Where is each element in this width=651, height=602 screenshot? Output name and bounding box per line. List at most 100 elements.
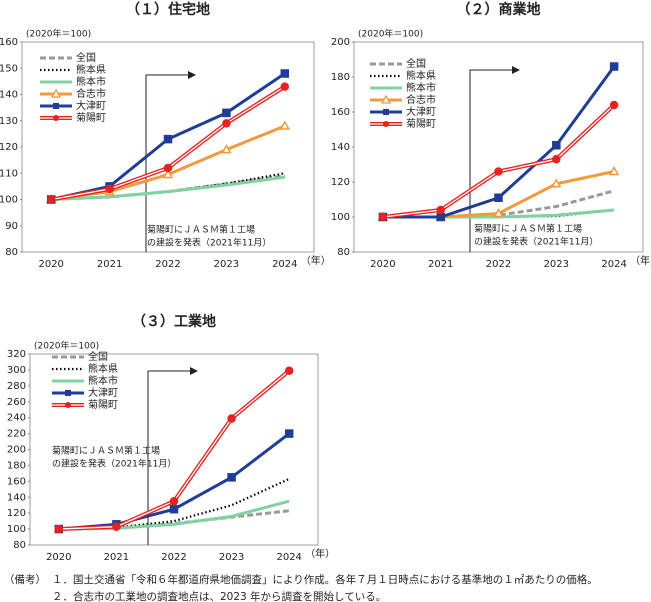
point bbox=[227, 473, 236, 482]
point bbox=[221, 144, 232, 154]
x-tick-label: 2020 bbox=[38, 259, 63, 270]
legend-label: 熊本県 bbox=[76, 63, 106, 76]
legend-marker bbox=[53, 115, 59, 121]
x-tick-label: 2021 bbox=[104, 552, 129, 563]
y-tick-label: 300 bbox=[7, 365, 26, 376]
series-line bbox=[51, 175, 286, 201]
point bbox=[162, 169, 174, 179]
legend-label: 菊陽町 bbox=[76, 112, 106, 124]
legend-marker bbox=[65, 390, 71, 396]
x-tick-label: 2020 bbox=[370, 259, 395, 270]
y-tick-label: 160 bbox=[0, 37, 18, 48]
legend-label: 大津町 bbox=[76, 99, 106, 112]
y-tick-label: 220 bbox=[7, 429, 26, 440]
annotation-arrow-head bbox=[188, 71, 196, 79]
point bbox=[609, 100, 619, 110]
legend-marker bbox=[383, 121, 389, 127]
annotation: 菊陽町にＪＡＳＭ第１工場 bbox=[474, 223, 582, 235]
point bbox=[609, 62, 619, 71]
y-tick-label: 320 bbox=[7, 349, 26, 360]
annotation-arrow-head bbox=[512, 66, 520, 74]
legend-label: 全国 bbox=[406, 57, 426, 70]
x-tick-label: 2023 bbox=[214, 259, 239, 270]
point bbox=[494, 167, 503, 176]
point bbox=[222, 119, 231, 128]
y-tick-label: 160 bbox=[7, 476, 26, 487]
y-tick-label: 200 bbox=[7, 445, 26, 456]
legend-marker bbox=[380, 94, 392, 104]
x-tick-label: 2023 bbox=[219, 552, 244, 563]
point bbox=[280, 82, 290, 91]
point bbox=[169, 504, 179, 514]
x-axis-label: （年） bbox=[305, 547, 335, 560]
legend-marker bbox=[383, 109, 389, 115]
y-tick-label: 100 bbox=[331, 212, 350, 223]
note: ２．合志市の工業地の調査地点は、2023 年から調査を開始している。 bbox=[52, 590, 386, 602]
x-axis-label: （年） bbox=[630, 254, 651, 267]
y-tick-label: 140 bbox=[331, 142, 350, 153]
y-tick-label: 120 bbox=[0, 142, 18, 153]
point bbox=[494, 193, 503, 202]
point bbox=[54, 524, 64, 534]
plot-frame bbox=[353, 41, 644, 253]
legend-label: 菊陽町 bbox=[406, 118, 436, 130]
x-tick-label: 2020 bbox=[46, 552, 71, 563]
legend-label: 菊陽町 bbox=[88, 399, 118, 411]
point bbox=[169, 496, 179, 506]
point bbox=[222, 108, 231, 118]
point bbox=[284, 366, 294, 375]
legend-marker bbox=[50, 88, 62, 98]
y-tick-label: 80 bbox=[13, 540, 26, 551]
x-tick-label: 2024 bbox=[276, 552, 301, 563]
y-tick-label: 240 bbox=[7, 413, 26, 424]
y-tick-label: 200 bbox=[331, 37, 350, 48]
x-tick-label: 2022 bbox=[161, 552, 186, 563]
y-tick-label: 130 bbox=[0, 116, 18, 127]
y-tick-label: 180 bbox=[7, 460, 26, 471]
point bbox=[163, 163, 173, 173]
x-tick-label: 2023 bbox=[544, 259, 569, 270]
y-tick-label: 90 bbox=[5, 221, 18, 232]
y-tick-label: 100 bbox=[7, 524, 26, 535]
point bbox=[163, 134, 173, 144]
annotation: の建設を発表（2021年11月） bbox=[147, 237, 271, 249]
x-axis-label: （年） bbox=[301, 254, 331, 267]
plot-frame bbox=[21, 41, 315, 253]
x-tick-label: 2021 bbox=[97, 259, 122, 270]
legend-label: 全国 bbox=[76, 51, 96, 64]
point bbox=[493, 207, 504, 218]
y-tick-label: 80 bbox=[337, 247, 350, 258]
point bbox=[112, 522, 121, 531]
annotation: 菊陽町にＪＡＳＭ第１工場 bbox=[52, 445, 160, 457]
y-axis-label: (2020年＝100) bbox=[26, 28, 91, 40]
y-tick-label: 260 bbox=[7, 397, 26, 408]
point bbox=[105, 184, 114, 194]
x-tick-label: 2021 bbox=[428, 259, 453, 270]
annotation: 菊陽町にＪＡＳＭ第１工場 bbox=[147, 224, 255, 236]
y-tick-label: 100 bbox=[0, 195, 18, 206]
y-tick-label: 280 bbox=[7, 381, 26, 392]
point bbox=[436, 212, 445, 222]
y-tick-label: 80 bbox=[5, 247, 18, 258]
legend-label: 合志市 bbox=[76, 87, 106, 100]
point bbox=[551, 178, 562, 188]
chart-title: （３）工業地 bbox=[132, 313, 216, 330]
chart-title: （１）住宅地 bbox=[126, 1, 210, 18]
point bbox=[227, 414, 236, 423]
point bbox=[436, 205, 445, 215]
y-axis-label: (2020年＝100) bbox=[34, 340, 99, 352]
point bbox=[378, 212, 388, 222]
annotation-arrow-line bbox=[147, 370, 192, 545]
y-tick-label: 160 bbox=[331, 107, 350, 118]
series-line bbox=[58, 477, 290, 531]
point bbox=[280, 69, 290, 78]
legend-label: 大津町 bbox=[406, 105, 436, 118]
legend-label: 大津町 bbox=[88, 386, 118, 399]
note: １．国土交通省「令和６年都道府県地価調査」により作成。各年７月１日時点における基… bbox=[52, 573, 598, 586]
y-tick-label: 180 bbox=[331, 72, 350, 83]
chart-title: （２）商業地 bbox=[457, 1, 541, 18]
legend-label: 熊本市 bbox=[76, 75, 106, 88]
x-tick-label: 2024 bbox=[272, 259, 297, 270]
legend-label: 熊本市 bbox=[406, 81, 436, 94]
